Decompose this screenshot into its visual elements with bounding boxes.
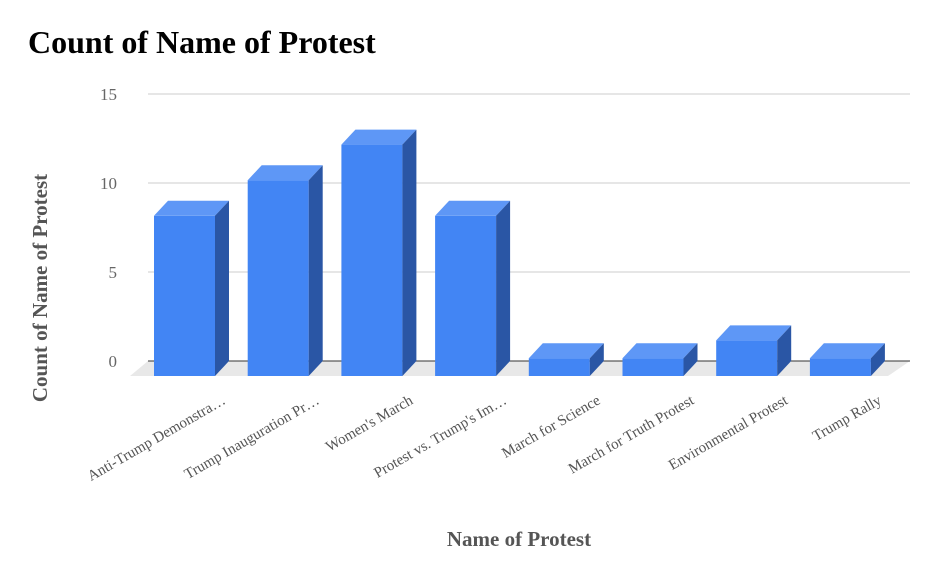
x-axis-labels: Anti-Trump Demonstra…Trump Inauguration … <box>85 392 885 485</box>
bar-front-face <box>622 358 684 376</box>
bar <box>247 165 323 376</box>
y-axis-ticks: 0 5 10 15 <box>100 85 117 371</box>
bar-top-face <box>247 165 323 181</box>
bar-front-face <box>528 358 590 376</box>
bar-side-face <box>308 165 323 376</box>
bar-top-face <box>809 343 885 359</box>
bar-side-face <box>215 200 229 376</box>
bar-top-face <box>716 325 792 341</box>
y-tick-label: 15 <box>100 85 117 104</box>
y-axis-title: Count of Name of Protest <box>28 174 52 402</box>
bar-top-face <box>341 129 417 145</box>
y-tick-label: 0 <box>109 352 118 371</box>
chart-title: Count of Name of Protest <box>28 24 376 60</box>
bar-front-face <box>247 180 309 376</box>
x-tick-label: Trump Rally <box>810 392 885 444</box>
bar-side-face <box>777 325 792 376</box>
bar-top-face <box>622 343 698 359</box>
bar-side-face <box>683 343 698 376</box>
chart-floor <box>130 361 910 376</box>
bar-top-face <box>528 343 604 359</box>
bar-front-face <box>716 340 778 376</box>
x-tick-label: Women's March <box>323 392 416 455</box>
bar-front-face <box>341 144 403 376</box>
y-tick-label: 10 <box>100 174 117 193</box>
bar <box>622 343 698 376</box>
bar-side-face <box>589 343 604 376</box>
bar <box>154 200 229 376</box>
bar-front-face <box>809 358 871 376</box>
bar-side-face <box>496 200 511 376</box>
bars <box>154 129 885 376</box>
y-tick-label: 5 <box>109 263 118 282</box>
bar <box>528 343 604 376</box>
bar-side-face <box>402 129 417 376</box>
bar-top-face <box>154 200 229 216</box>
bar-front-face <box>154 215 215 376</box>
bar-front-face <box>435 215 497 376</box>
x-axis-title: Name of Protest <box>447 527 591 551</box>
bar <box>435 200 511 376</box>
bar <box>809 343 885 376</box>
bar-top-face <box>435 200 511 216</box>
bar-side-face <box>870 343 885 376</box>
bar <box>716 325 792 376</box>
bar <box>341 129 417 376</box>
